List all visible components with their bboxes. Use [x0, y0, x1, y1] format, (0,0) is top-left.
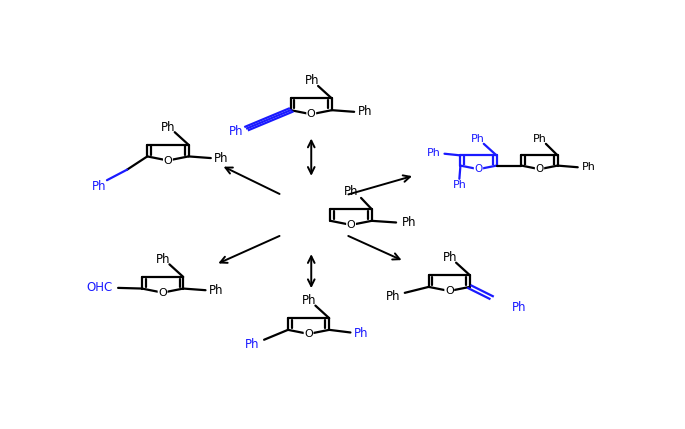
Text: Ph: Ph [582, 162, 595, 172]
Text: Ph: Ph [453, 180, 467, 190]
Text: Ph: Ph [345, 185, 359, 198]
Text: O: O [474, 164, 483, 174]
Text: Ph: Ph [354, 326, 369, 340]
Text: O: O [164, 155, 173, 166]
Text: Ph: Ph [402, 216, 416, 230]
Text: Ph: Ph [512, 301, 526, 314]
Text: Ph: Ph [386, 290, 400, 302]
Text: O: O [347, 220, 356, 230]
Text: Ph: Ph [358, 106, 372, 118]
Text: Ph: Ph [155, 253, 171, 266]
Text: Ph: Ph [214, 151, 229, 165]
Text: Ph: Ph [533, 134, 547, 144]
Text: Ph: Ph [304, 75, 319, 88]
Text: O: O [307, 109, 316, 119]
Text: Ph: Ph [427, 148, 441, 158]
Text: Ph: Ph [443, 251, 457, 264]
Text: Ph: Ph [92, 180, 107, 193]
Text: O: O [445, 286, 453, 296]
Text: Ph: Ph [302, 294, 316, 307]
Text: Ph: Ph [245, 338, 260, 351]
Text: O: O [304, 329, 313, 339]
Text: O: O [158, 287, 167, 298]
Text: Ph: Ph [161, 121, 175, 134]
Text: O: O [536, 164, 544, 174]
Text: Ph: Ph [209, 284, 223, 297]
Text: Ph: Ph [471, 134, 484, 144]
Text: Ph: Ph [229, 125, 244, 138]
Text: OHC: OHC [86, 281, 112, 294]
